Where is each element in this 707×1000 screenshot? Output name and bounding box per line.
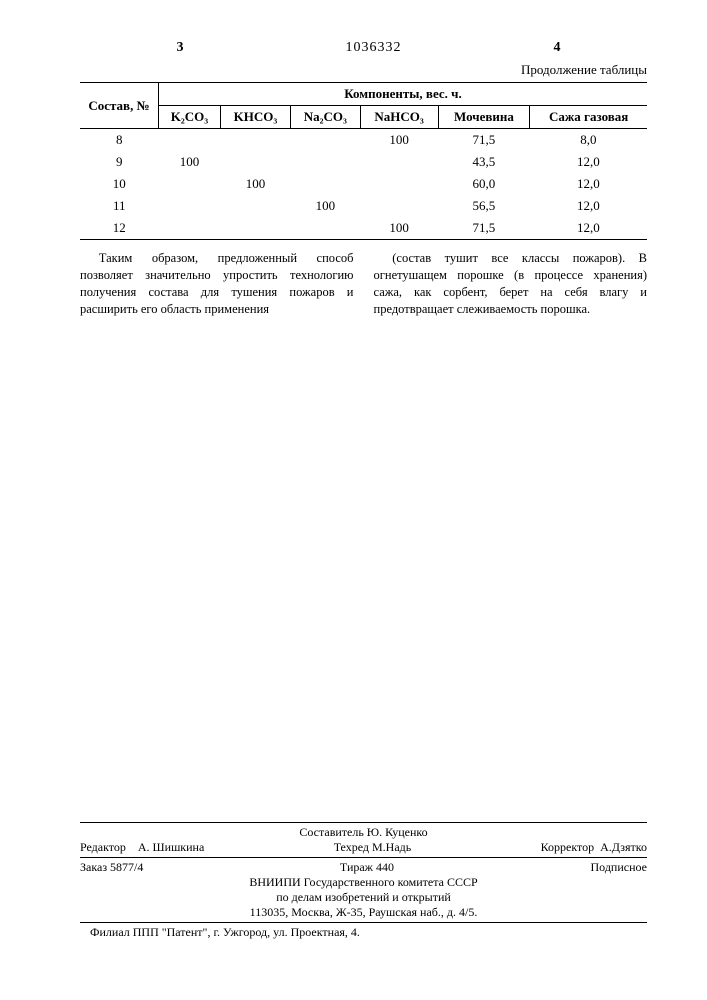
footer-techred: Техред М.Надь	[334, 840, 412, 855]
footer-corrector: Корректор А.Дзятко	[541, 840, 647, 855]
footer-org1: ВНИИПИ Государственного комитета СССР	[80, 875, 647, 890]
footer-branch: Филиал ППП "Патент", г. Ужгород, ул. Про…	[80, 925, 647, 940]
page-header: 3 1036332 4	[80, 40, 647, 56]
cell: 60,0	[438, 173, 530, 195]
cell	[159, 173, 221, 195]
footer-order: Заказ 5877/4	[80, 860, 143, 875]
document-number: 1036332	[280, 40, 467, 56]
footer-credits: Редактор А. Шишкина Техред М.Надь Коррек…	[80, 840, 647, 855]
page: 3 1036332 4 Продолжение таблицы Состав, …	[0, 0, 707, 1000]
col-header-urea: Мочевина	[438, 106, 530, 129]
cell-n: 11	[80, 195, 159, 217]
cell	[159, 217, 221, 240]
col-header-khco3: KHCO₃	[220, 106, 290, 129]
body-paragraph: (состав тушит все классы пожаров). В огн…	[374, 250, 648, 318]
col-header-nahco3: NaHCO₃	[360, 106, 438, 129]
footer-subscription: Подписное	[591, 860, 648, 875]
cell-n: 9	[80, 151, 159, 173]
cell-n: 12	[80, 217, 159, 240]
cell	[220, 195, 290, 217]
cell	[159, 195, 221, 217]
cell: 100	[220, 173, 290, 195]
table-continuation-label: Продолжение таблицы	[80, 62, 647, 78]
cell: 100	[159, 151, 221, 173]
cell	[360, 173, 438, 195]
footer: Составитель Ю. Куценко Редактор А. Шишки…	[80, 820, 647, 940]
cell	[291, 217, 361, 240]
cell	[291, 173, 361, 195]
cell-n: 8	[80, 129, 159, 152]
page-number-left: 3	[80, 40, 280, 56]
cell	[360, 151, 438, 173]
body-paragraph: Таким образом, предложенный способ позво…	[80, 250, 354, 318]
body-column-right: (состав тушит все классы пожаров). В огн…	[374, 250, 648, 318]
cell: 100	[360, 217, 438, 240]
table-row: 8 100 71,5 8,0	[80, 129, 647, 152]
body-column-left: Таким образом, предложенный способ позво…	[80, 250, 354, 318]
cell	[291, 129, 361, 152]
body-text: Таким образом, предложенный способ позво…	[80, 250, 647, 318]
footer-print-info: Заказ 5877/4 Тираж 440 Подписное	[80, 860, 647, 875]
cell: 100	[360, 129, 438, 152]
col-header-na2co3: Na₂CO₃	[291, 106, 361, 129]
table-row: 12 100 71,5 12,0	[80, 217, 647, 240]
footer-editor: Редактор А. Шишкина	[80, 840, 204, 855]
footer-org2: по делам изобретений и открытий	[80, 890, 647, 905]
cell: 71,5	[438, 217, 530, 240]
cell	[291, 151, 361, 173]
page-number-right: 4	[467, 40, 647, 56]
footer-compiler: Составитель Ю. Куценко	[80, 825, 647, 840]
cell: 100	[291, 195, 361, 217]
cell	[360, 195, 438, 217]
col-header-sostav: Состав, №	[80, 83, 159, 129]
footer-tirazh: Тираж 440	[340, 860, 394, 875]
cell: 43,5	[438, 151, 530, 173]
col-header-soot: Сажа газовая	[530, 106, 647, 129]
components-table: Состав, № Компоненты, вес. ч. K₂CO₃ KHCO…	[80, 82, 647, 240]
cell	[220, 217, 290, 240]
table-row: 11 100 56,5 12,0	[80, 195, 647, 217]
cell: 12,0	[530, 151, 647, 173]
cell	[220, 129, 290, 152]
cell-n: 10	[80, 173, 159, 195]
footer-address: 113035, Москва, Ж-35, Раушская наб., д. …	[80, 905, 647, 920]
cell: 71,5	[438, 129, 530, 152]
cell: 12,0	[530, 195, 647, 217]
col-header-k2co3: K₂CO₃	[159, 106, 221, 129]
cell: 8,0	[530, 129, 647, 152]
cell: 12,0	[530, 217, 647, 240]
cell	[220, 151, 290, 173]
table-row: 9 100 43,5 12,0	[80, 151, 647, 173]
cell	[159, 129, 221, 152]
table-row: 10 100 60,0 12,0	[80, 173, 647, 195]
col-header-components: Компоненты, вес. ч.	[159, 83, 648, 106]
cell: 12,0	[530, 173, 647, 195]
cell: 56,5	[438, 195, 530, 217]
